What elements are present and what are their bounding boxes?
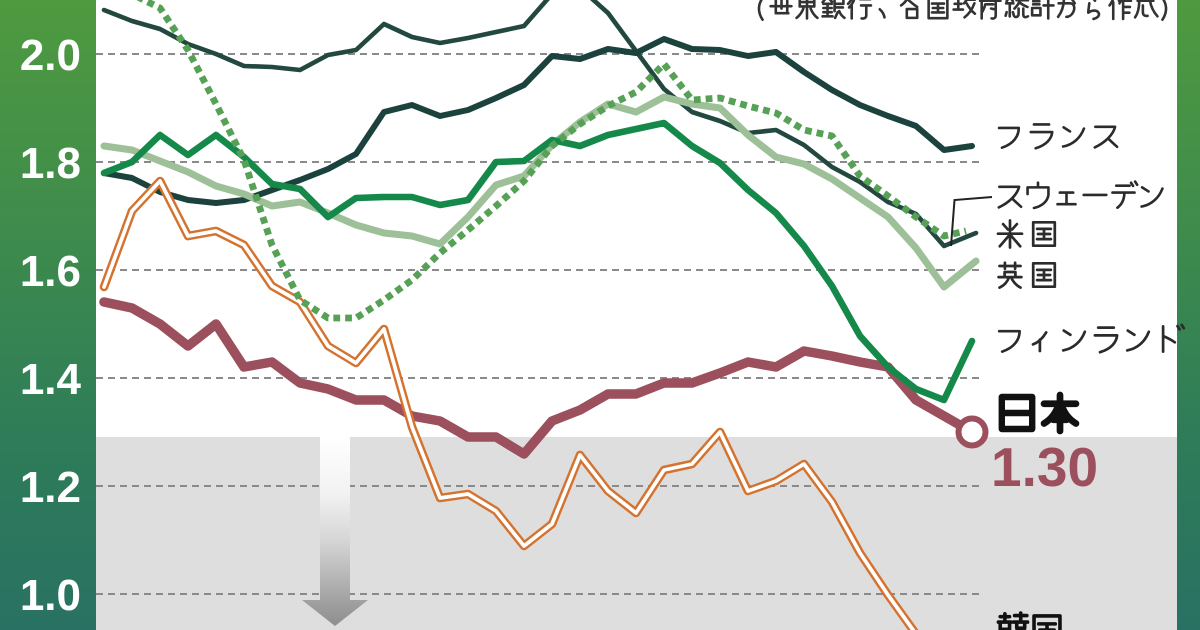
- svg-text:1.30: 1.30: [991, 436, 1098, 498]
- svg-text:1.6: 1.6: [20, 247, 81, 296]
- svg-text:1.8: 1.8: [20, 139, 81, 188]
- svg-text:2.0: 2.0: [20, 31, 81, 80]
- svg-text:1.2: 1.2: [20, 463, 81, 512]
- svg-text:1.4: 1.4: [20, 355, 82, 404]
- svg-text:1.0: 1.0: [20, 571, 81, 620]
